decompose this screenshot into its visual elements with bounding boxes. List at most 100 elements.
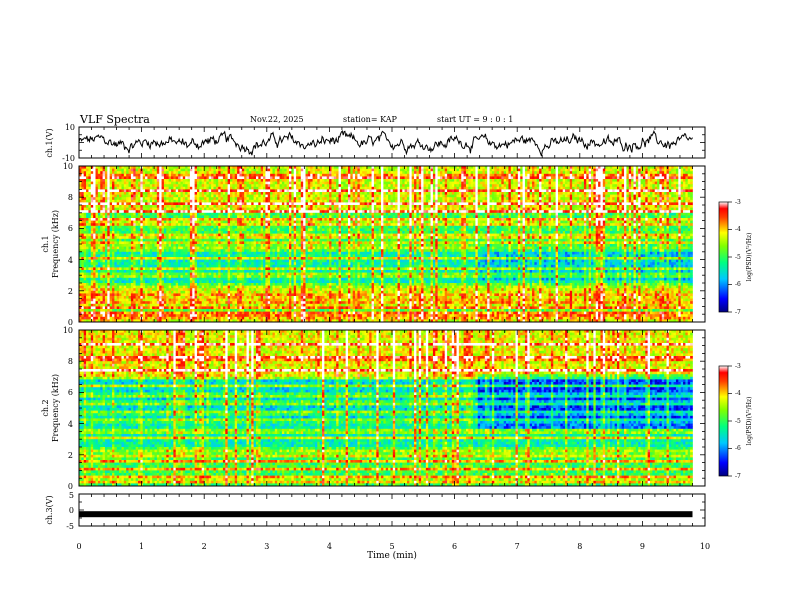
spectrogram-cell	[178, 306, 181, 310]
spectrogram-cell	[130, 251, 134, 255]
spectrogram-cell	[171, 179, 174, 182]
spectrogram-cell	[104, 231, 108, 234]
spectrogram-cell	[154, 215, 158, 219]
spectrogram-cell	[88, 270, 92, 273]
spectrogram-cell	[83, 251, 87, 255]
spectrogram-cell	[102, 280, 106, 284]
spectrogram-cell	[104, 241, 108, 245]
spectrogram-cell	[137, 205, 141, 208]
ch1-ylabel: ch.1(V)	[45, 128, 54, 157]
spectrogram-cell	[206, 223, 210, 227]
spectrogram-cell	[258, 173, 262, 177]
spectrogram-cell	[178, 293, 181, 297]
spectrogram-cell	[137, 233, 141, 237]
spectrogram-cell	[161, 296, 165, 299]
spectrogram-cell	[135, 197, 139, 201]
spectrogram-cell	[199, 171, 203, 175]
spectrogram-cell	[225, 210, 228, 214]
spectrogram-cell	[79, 202, 82, 206]
spectrogram-cell	[156, 306, 160, 310]
spectrogram-cell	[196, 241, 200, 245]
spectrogram-cell	[95, 218, 99, 221]
spectrogram-cell	[230, 192, 233, 195]
spectrogram-cell	[119, 319, 122, 323]
spectrogram-cell	[215, 306, 219, 310]
spectrogram-cell	[163, 275, 167, 279]
spectrogram-cell	[121, 173, 125, 177]
spectrogram-cell	[218, 277, 221, 281]
spectrogram-cell	[121, 189, 125, 193]
spectrogram-cell	[222, 205, 226, 208]
spectrogram-cell	[95, 212, 99, 216]
spectrogram-cell	[208, 309, 212, 312]
spectrogram-cell	[248, 192, 252, 195]
spectrogram-cell	[187, 233, 191, 237]
spectrogram-cell	[93, 254, 96, 258]
spectrogram-cell	[237, 171, 240, 175]
spectrogram-cell	[192, 212, 195, 216]
spectrogram-cell	[126, 251, 129, 255]
spectrogram-cell	[220, 238, 224, 242]
spectrogram-cell	[107, 293, 111, 297]
spectrogram-cell	[114, 231, 118, 234]
spectrogram-cell	[196, 186, 200, 190]
spectrogram-cell	[244, 202, 247, 206]
spectrogram-cell	[142, 194, 146, 198]
spectrogram-cell	[149, 223, 153, 227]
spectrogram-cell	[147, 194, 151, 198]
spectrogram-cell	[152, 223, 155, 227]
spectrogram-cell	[213, 220, 217, 224]
spectrogram-cell	[83, 173, 87, 177]
spectrogram-cell	[232, 212, 236, 216]
spectrogram-cell	[88, 179, 92, 182]
spectrogram-cell	[114, 241, 118, 245]
spectrogram-cell	[201, 296, 205, 299]
spectrogram-cell	[168, 186, 172, 190]
spectrogram-cell	[159, 218, 162, 221]
spectrogram-cell	[112, 283, 115, 286]
spectrogram-cell	[232, 288, 236, 292]
spectrogram-cell	[93, 212, 96, 216]
spectrogram-cell	[81, 280, 85, 284]
spectrogram-cell	[263, 215, 266, 219]
spectrogram-cell	[244, 259, 247, 263]
spectrogram-cell	[213, 199, 217, 203]
spectrogram-cell	[86, 179, 89, 182]
spectrogram-cell	[201, 267, 205, 271]
spectrogram-cell	[86, 207, 89, 211]
spectrogram-cell	[159, 181, 162, 185]
spectrogram-cell	[116, 171, 120, 175]
spectrogram-cell	[126, 244, 129, 247]
spectrogram-cell	[121, 194, 125, 198]
spectrogram-cell	[102, 275, 106, 279]
spectrogram-cell	[88, 236, 92, 240]
spectrogram-cell	[83, 257, 87, 260]
spectrogram-cell	[204, 301, 207, 305]
spectrogram-cell	[163, 231, 167, 234]
spectrogram-cell	[182, 290, 186, 294]
spectrogram-cell	[230, 293, 233, 297]
spectrogram-cell	[230, 194, 233, 198]
spectrogram-cell	[152, 293, 155, 297]
spectrogram-cell	[253, 267, 257, 271]
spectrogram-cell	[213, 293, 217, 297]
spectrogram-cell	[192, 283, 195, 286]
spectrogram-cell	[128, 288, 132, 292]
spectrogram-cell	[227, 280, 231, 284]
spectrogram-cell	[119, 285, 122, 289]
spectrogram-cell	[142, 298, 146, 302]
spectrogram-cell	[128, 309, 132, 312]
spectrogram-cell	[135, 257, 139, 260]
spectrogram-cell	[112, 184, 115, 188]
spectrogram-cell	[152, 257, 155, 260]
spectrogram-cell	[86, 267, 89, 271]
spectrogram-cell	[156, 194, 160, 198]
spectrogram-cell	[248, 309, 252, 312]
spectrogram-cell	[123, 296, 127, 299]
spectrogram-cell	[166, 296, 170, 299]
spectrogram-cell	[161, 176, 165, 180]
spectrogram-cell	[123, 298, 127, 302]
spectrogram-cell	[215, 303, 219, 307]
spectrogram-cell	[263, 189, 266, 193]
spectrogram-cell	[126, 301, 129, 305]
